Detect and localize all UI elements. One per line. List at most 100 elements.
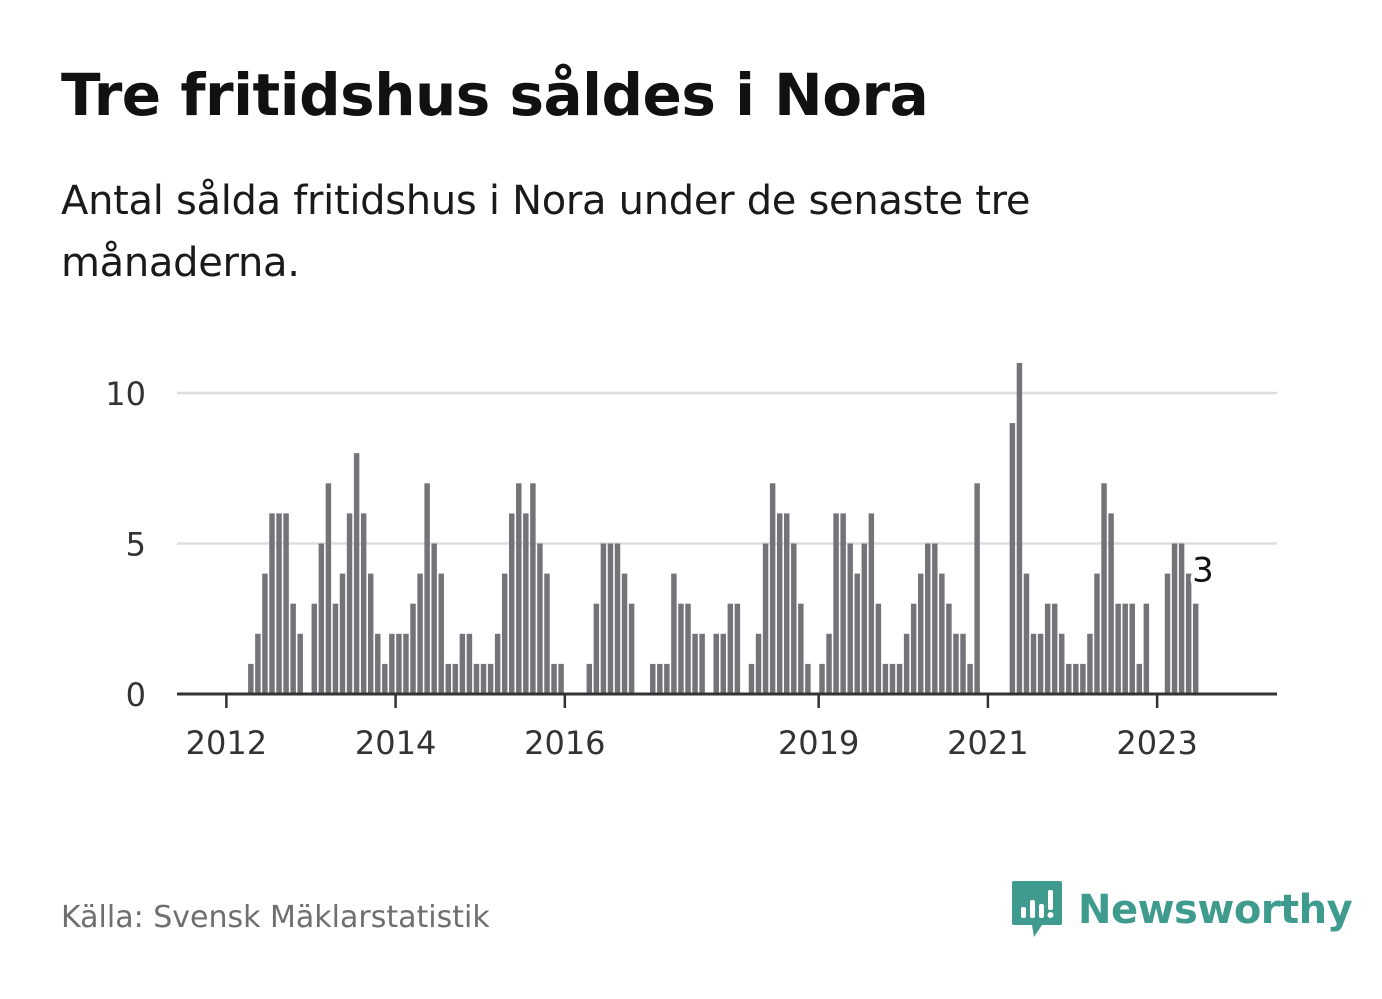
bar — [396, 633, 402, 694]
bar — [1143, 603, 1150, 694]
bar — [791, 543, 797, 694]
bar — [1108, 513, 1114, 694]
bar — [353, 453, 360, 694]
bar — [530, 483, 536, 694]
bar — [1185, 573, 1192, 694]
bar — [776, 513, 783, 694]
brand-name: Newsworthy — [1078, 887, 1353, 933]
bar — [1178, 543, 1185, 694]
bar — [459, 633, 466, 694]
bar — [1030, 633, 1037, 694]
bar — [438, 573, 444, 694]
bar — [974, 483, 980, 694]
bar — [692, 633, 698, 694]
bar — [621, 573, 628, 694]
bar — [494, 633, 501, 694]
bar — [480, 663, 487, 694]
bar — [445, 663, 451, 694]
bar — [939, 573, 945, 694]
bar — [769, 483, 776, 694]
bar — [290, 603, 296, 694]
y-axis-ticks: 0 5 10 — [105, 375, 146, 714]
bar — [1129, 603, 1135, 694]
bar — [332, 603, 339, 694]
bar — [664, 663, 670, 694]
bar — [325, 483, 332, 694]
bar — [889, 663, 896, 694]
bar — [297, 633, 303, 694]
bar — [311, 603, 318, 694]
bar — [960, 633, 966, 694]
bar-chart: 0 5 10 2012 2014 2016 2019 2021 2023 3 — [105, 362, 1277, 762]
bar — [847, 543, 853, 694]
bars — [248, 362, 1199, 694]
bar — [903, 633, 910, 694]
bar — [720, 633, 726, 694]
bar — [403, 633, 409, 694]
bar — [854, 573, 860, 694]
bar — [544, 573, 550, 694]
bar — [671, 573, 677, 694]
bar — [896, 663, 903, 694]
bar — [382, 663, 388, 694]
bar — [1080, 663, 1086, 694]
bar — [1016, 362, 1023, 694]
x-tick-label: 2012 — [186, 724, 267, 762]
bar — [276, 513, 282, 694]
bar — [607, 543, 614, 694]
bar — [558, 663, 564, 694]
bar — [699, 633, 705, 694]
bar — [523, 513, 529, 694]
bar — [346, 513, 353, 694]
bar — [417, 573, 423, 694]
bar — [798, 603, 804, 694]
bar — [1192, 603, 1199, 694]
bar — [1164, 573, 1171, 694]
bar — [537, 543, 543, 694]
bar — [868, 513, 875, 694]
bar — [360, 513, 367, 694]
bar — [826, 633, 832, 694]
x-tick-label: 2021 — [947, 724, 1028, 762]
bar — [614, 543, 621, 694]
bar — [1136, 663, 1143, 694]
bar — [424, 483, 430, 694]
bar — [861, 543, 868, 694]
bar — [1044, 603, 1051, 694]
bar — [784, 513, 790, 694]
value-annotation: 3 — [1188, 547, 1218, 595]
bar — [509, 513, 515, 694]
bar — [1066, 663, 1072, 694]
bar — [713, 633, 719, 694]
x-tick-label: 2019 — [778, 724, 859, 762]
y-tick-label: 0 — [126, 676, 146, 714]
bar — [967, 663, 973, 694]
bar — [1087, 633, 1093, 694]
bar — [910, 603, 917, 694]
y-tick-label: 5 — [126, 526, 146, 564]
bar — [727, 603, 734, 694]
bar — [318, 543, 325, 694]
bar — [466, 633, 473, 694]
bar — [283, 513, 289, 694]
bar — [516, 483, 522, 694]
chart-subtitle: Antal sålda fritidshus i Nora under de s… — [61, 178, 1031, 286]
x-tick-label: 2016 — [524, 724, 605, 762]
newsworthy-logo-icon — [1012, 881, 1062, 937]
bar — [628, 603, 635, 694]
bar — [586, 663, 593, 694]
bar — [805, 663, 811, 694]
bar — [367, 573, 374, 694]
bar — [1023, 573, 1030, 694]
bar — [685, 603, 691, 694]
bar — [389, 633, 395, 694]
bar — [410, 603, 416, 694]
bar — [840, 513, 846, 694]
bar — [1171, 543, 1178, 694]
bar — [953, 633, 959, 694]
bar — [339, 573, 346, 694]
bar — [946, 603, 952, 694]
x-tick-label: 2014 — [355, 724, 436, 762]
bar — [755, 633, 762, 694]
annotation-label: 3 — [1192, 551, 1214, 591]
